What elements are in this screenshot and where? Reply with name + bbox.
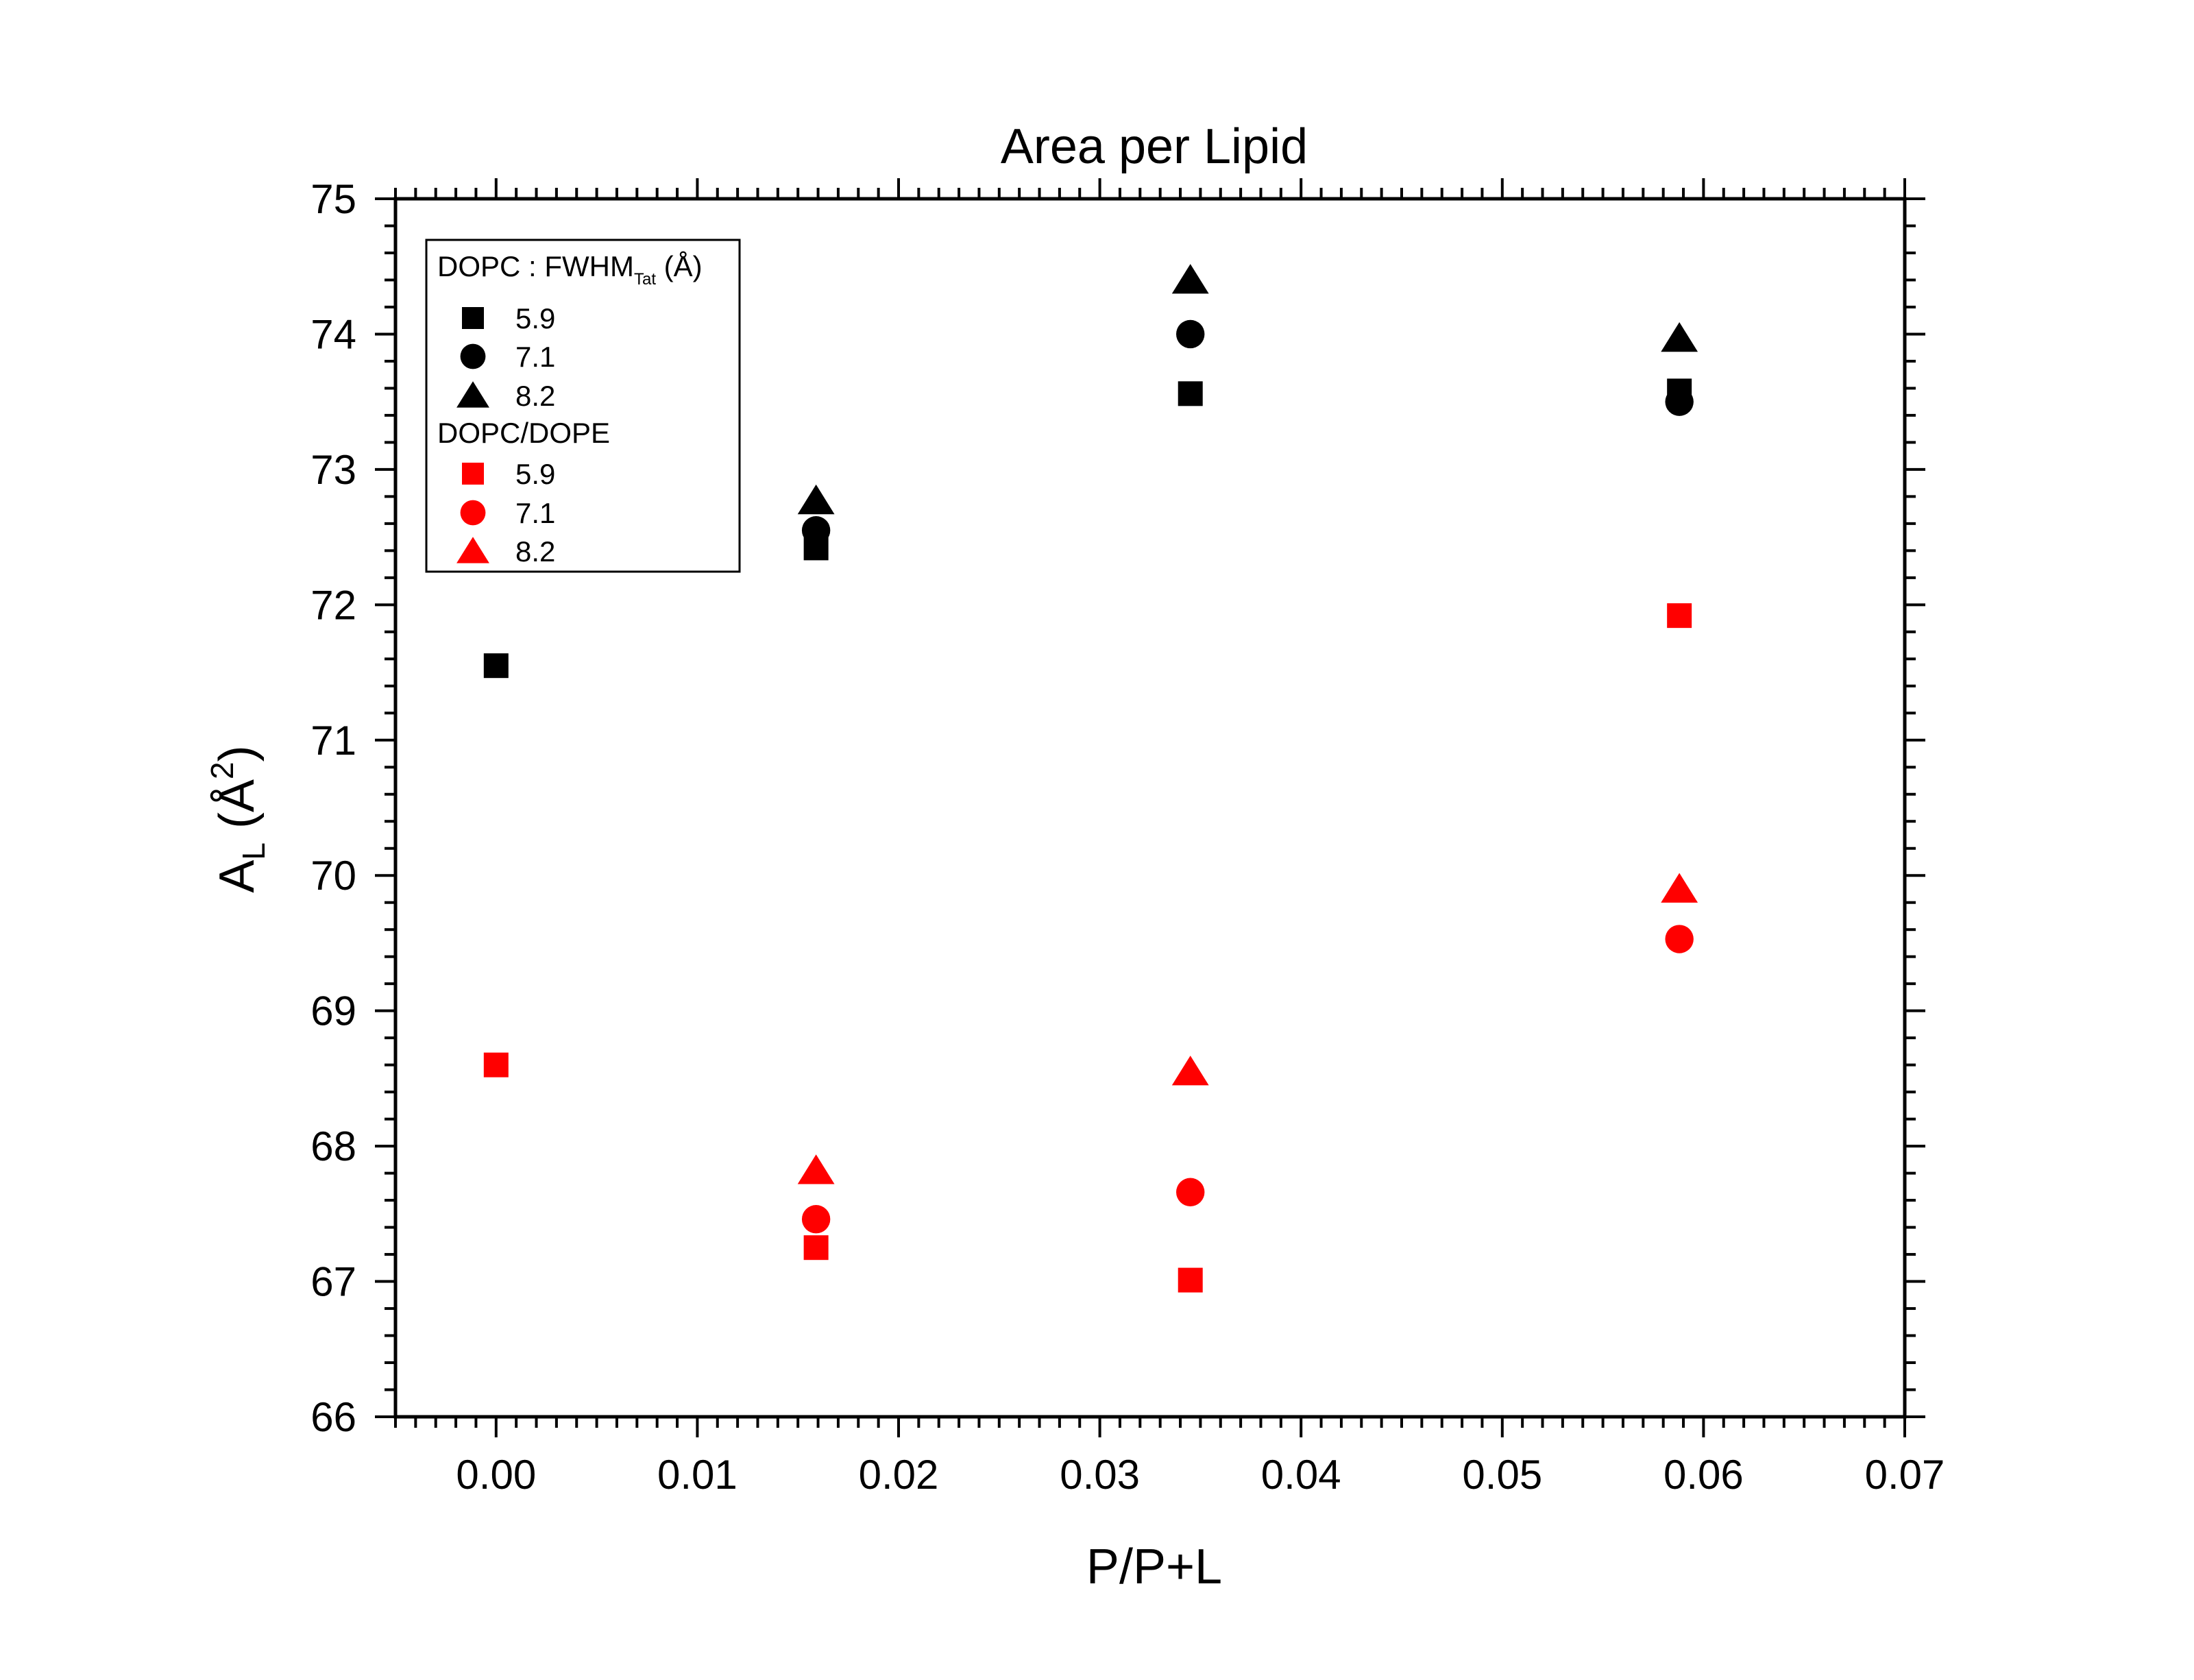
y-tick-label: 72 (310, 582, 356, 628)
x-axis-label: P/P+L (1086, 1539, 1222, 1594)
axis-ticks: 0.00 0.01 0.02 0.03 0.04 0.05 0.06 0.07 66 67 68 69… (310, 176, 1945, 1498)
legend-group-title-dopc-dope: DOPC/DOPE (437, 417, 610, 449)
data-point-dopc-dope-triangle (1661, 873, 1698, 903)
y-tick-label: 70 (310, 853, 356, 899)
y-tick-label: 73 (310, 447, 356, 493)
data-point-dopc-circle (1176, 319, 1205, 349)
legend-marker-dopc-dope-square (462, 463, 484, 485)
legend-label-dopc-circle: 7.1 (515, 341, 555, 373)
plot-frame (393, 197, 1907, 1419)
data-point-dopc-dope-square (803, 1235, 829, 1261)
y-tick-label: 74 (310, 311, 356, 357)
data-point-dopc-dope-circle (801, 1205, 831, 1234)
data-point-dopc-dope-square (483, 1052, 509, 1078)
y-tick-label: 66 (310, 1394, 356, 1440)
y-tick-label: 75 (310, 176, 356, 222)
axes (393, 197, 1907, 1419)
legend-marker-dopc-dope-circle (460, 500, 486, 526)
data-point-dopc-circle (1665, 387, 1694, 416)
y-tick-label: 71 (310, 718, 356, 764)
legend-marker-dopc-square (462, 307, 484, 329)
data-point-dopc-dope-triangle (797, 1154, 835, 1184)
legend-marker-dopc-circle (460, 343, 486, 369)
legend-entries: 5.9 7.1 8.2 5.9 7.1 8.2 (456, 302, 555, 568)
data-point-dopc-dope-square (1667, 603, 1692, 629)
x-tick-label: 0.00 (456, 1452, 536, 1498)
data-point-dopc-dope-circle (1176, 1178, 1205, 1206)
data-point-dopc-square (483, 653, 509, 679)
data-point-dopc-dope-triangle (1171, 1056, 1209, 1086)
legend-label-dopc-dope-circle: 7.1 (515, 497, 555, 529)
data-point-dopc-triangle (1661, 321, 1698, 352)
data-point-dopc-circle (801, 516, 831, 545)
data-point-dopc-triangle (1171, 264, 1209, 294)
x-tick-label: 0.03 (1060, 1452, 1140, 1498)
legend-group-title-dopc: DOPC : FWHMTat (Å) (437, 250, 703, 289)
y-tick-label: 69 (310, 988, 356, 1034)
y-tick-label: 67 (310, 1259, 356, 1305)
legend-marker-dopc-dope-triangle (456, 537, 489, 563)
legend-label-dopc-square: 5.9 (515, 302, 555, 334)
legend-marker-dopc-triangle (456, 381, 489, 408)
x-tick-label: 0.01 (657, 1452, 738, 1498)
legend-label-dopc-triangle: 8.2 (515, 380, 555, 412)
x-tick-label: 0.06 (1663, 1452, 1744, 1498)
chart-title: Area per Lipid (1001, 119, 1308, 174)
legend-label-dopc-dope-square: 5.9 (515, 458, 555, 490)
legend: DOPC : FWHMTat (Å) DOPC/DOPE 5.97.18.25.… (425, 239, 741, 573)
data-point-dopc-square (1178, 381, 1203, 406)
data-points (483, 264, 1698, 1293)
y-axis-label: AL (Å2) (204, 745, 271, 892)
x-tick-label: 0.02 (859, 1452, 939, 1498)
data-point-dopc-dope-circle (1665, 925, 1694, 953)
y-tick-label: 68 (310, 1123, 356, 1169)
legend-label-dopc-dope-triangle: 8.2 (515, 535, 555, 568)
x-tick-label: 0.07 (1865, 1452, 1945, 1498)
data-point-dopc-dope-square (1178, 1267, 1203, 1293)
x-tick-label: 0.04 (1261, 1452, 1341, 1498)
x-tick-label: 0.05 (1462, 1452, 1542, 1498)
data-point-dopc-triangle (797, 484, 835, 515)
